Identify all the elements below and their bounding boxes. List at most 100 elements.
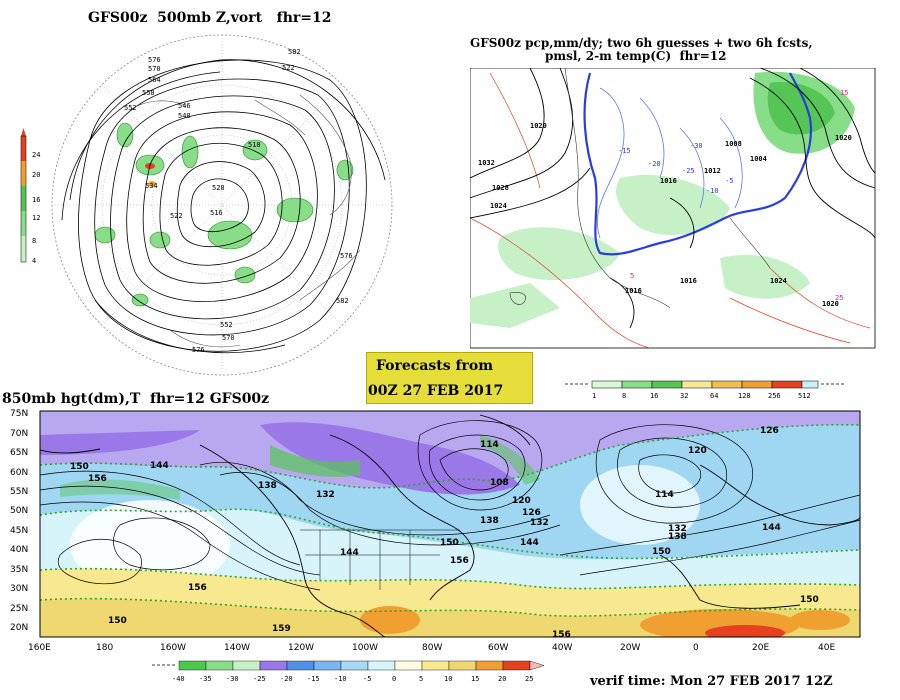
forecast-line1: Forecasts from — [376, 358, 494, 374]
lat-label: 55N — [10, 487, 28, 497]
lat-label: 20N — [10, 623, 28, 633]
p2-temp-label: 5 — [630, 272, 634, 280]
lat-label: 45N — [10, 526, 28, 536]
p2-cb-label: 128 — [738, 392, 751, 400]
panel3-colorbar: -40 -35 -30 -25 -20 -15 -10 -5 0 5 10 15… — [152, 660, 545, 683]
p1-contour-label: 552 — [220, 321, 233, 329]
p3-height-label: 132 — [316, 490, 335, 500]
p2-temp-label: 15 — [840, 89, 848, 97]
isotherms-850 — [40, 423, 860, 617]
p3-height-label: 138 — [480, 516, 499, 526]
p2-pressure-label: 1028 — [492, 184, 509, 192]
p2-temp-label: -30 — [690, 142, 703, 150]
lon-label: 40W — [552, 643, 572, 653]
panel2-map: 1032 1028 1024 1020 1016 1012 1016 1008 … — [470, 68, 876, 349]
p2-pressure-label: 1032 — [478, 159, 495, 167]
lon-label: 60W — [488, 643, 508, 653]
p2-pressure-label: 1020 — [835, 134, 852, 142]
p2-cb-label: 256 — [768, 392, 781, 400]
freezing-line — [583, 72, 813, 256]
p3-height-label: 114 — [655, 490, 674, 500]
p3-height-label: 150 — [652, 547, 671, 557]
lat-label: 60N — [10, 468, 28, 478]
p1-contour-label: 534 — [145, 182, 158, 190]
p2-cb-label: 16 — [650, 392, 658, 400]
polar-coastlines — [129, 94, 361, 348]
lon-label: 160W — [160, 643, 186, 653]
p2-pressure-label: 1016 — [625, 287, 642, 295]
p3-height-label: 144 — [762, 523, 781, 533]
p3-cb-label: 0 — [392, 675, 396, 683]
p3-cb-label: 10 — [444, 675, 452, 683]
panel1-title: GFS00z 500mb Z,vort fhr=12 — [88, 10, 332, 26]
p3-cb-label: -25 — [253, 675, 266, 683]
p3-cb-label: -40 — [172, 675, 185, 683]
p1-contour-label: 570 — [148, 65, 161, 73]
lat-label: 35N — [10, 565, 28, 575]
p3-height-label: 144 — [520, 538, 539, 548]
p3-height-label: 150 — [440, 538, 459, 548]
lat-label: 65N — [10, 448, 28, 458]
p2-cb-label: 64 — [710, 392, 718, 400]
p2-temp-label: -10 — [706, 187, 719, 195]
p2-cb-label: 32 — [680, 392, 688, 400]
height-contours-850 — [40, 420, 860, 591]
p2-temp-label: -25 — [682, 167, 695, 175]
p3-height-label: 156 — [450, 556, 469, 566]
p3-height-label: 159 — [272, 624, 291, 634]
p1-contour-label: 576 — [148, 56, 161, 64]
panel1-colorbar — [20, 128, 27, 263]
lon-label: 40E — [818, 643, 835, 653]
lat-label: 40N — [10, 545, 28, 555]
lat-label: 50N — [10, 506, 28, 516]
p3-height-label: 138 — [668, 532, 687, 542]
lon-label: 140W — [224, 643, 250, 653]
p1-contour-label: 522 — [170, 212, 183, 220]
p3-height-label: 156 — [552, 630, 571, 640]
panel2-title-line2: pmsl, 2-m temp(C) fhr=12 — [545, 49, 727, 63]
lon-label: 20E — [752, 643, 769, 653]
p3-height-label: 132 — [530, 518, 549, 528]
p1-cb-label: 20 — [32, 171, 40, 179]
p3-cb-label: -35 — [199, 675, 212, 683]
p1-contour-label: 576 — [340, 252, 353, 260]
p3-cb-label: -10 — [334, 675, 347, 683]
lon-label: 100W — [352, 643, 378, 653]
p3-height-label: 126 — [760, 426, 779, 436]
p1-contour-label: 540 — [178, 112, 191, 120]
p2-pressure-label: 1008 — [725, 140, 742, 148]
lon-label: 0 — [693, 643, 699, 653]
panel3-title: 850mb hgt(dm),T fhr=12 GFS00z — [2, 391, 270, 407]
p1-cb-label: 16 — [32, 196, 40, 204]
p2-coastlines — [509, 68, 771, 309]
lat-label: 70N — [10, 429, 28, 439]
p2-temp-label: -5 — [725, 177, 733, 185]
p1-cb-label: 12 — [32, 214, 40, 222]
p3-cb-label: 25 — [525, 675, 533, 683]
panel3-map: 150 156 144 138 132 144 150 156 114 108 … — [10, 409, 861, 653]
p3-height-label: 156 — [88, 474, 107, 484]
lat-label: 75N — [10, 409, 28, 419]
temperature-contours — [596, 87, 743, 239]
p2-temp-label: -15 — [618, 147, 631, 155]
p2-pressure-label: 1004 — [750, 155, 767, 163]
p3-height-label: 138 — [258, 481, 277, 491]
p1-contour-label: 558 — [142, 89, 155, 97]
lon-label: 20W — [620, 643, 640, 653]
p3-height-label: 126 — [522, 508, 541, 518]
p3-height-label: 114 — [480, 440, 499, 450]
p2-pressure-label: 1024 — [770, 277, 787, 285]
p1-contour-label: 576 — [192, 346, 205, 354]
p3-cb-label: -30 — [226, 675, 239, 683]
p3-height-label: 132 — [668, 524, 687, 534]
p3-cb-label: -5 — [363, 675, 371, 683]
p2-pressure-label: 1016 — [660, 177, 677, 185]
p1-contour-label: 528 — [212, 184, 225, 192]
p1-cb-label: 4 — [32, 257, 36, 265]
p2-pressure-label: 1012 — [704, 167, 721, 175]
height-contours — [61, 59, 386, 354]
p1-contour-label: 516 — [210, 209, 223, 217]
p1-contour-label: 570 — [222, 334, 235, 342]
p3-cb-label: 20 — [498, 675, 506, 683]
p2-pressure-label: 1024 — [490, 202, 507, 210]
